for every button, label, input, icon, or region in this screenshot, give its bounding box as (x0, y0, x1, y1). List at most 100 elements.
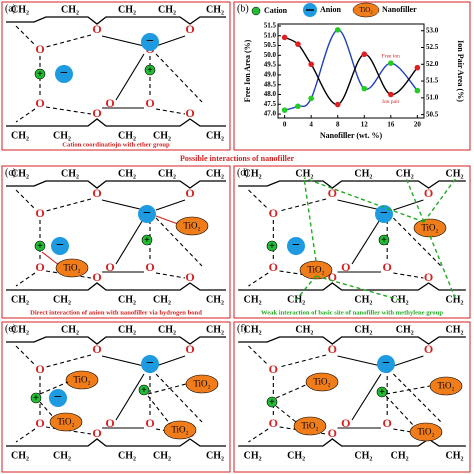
bond (115, 53, 145, 101)
polymer-chain (238, 438, 466, 447)
oxygen: O (185, 22, 194, 36)
bond (15, 108, 36, 123)
y-tick-label: 48.0 (264, 90, 277, 98)
polymer-chain (238, 336, 466, 345)
bond (275, 383, 309, 399)
x-tick-label: 20 (414, 121, 422, 129)
methylene: CH₂ (206, 294, 224, 305)
bond (279, 198, 327, 212)
y2-tick-label: 52.5 (426, 43, 439, 51)
cation-sign: + (381, 235, 387, 246)
x-tick-label: 4 (309, 121, 313, 129)
chart-panel: (b) Cation Anion TiO₂ Nanofiller 47.0 47.5 48.0… (233, 1, 471, 151)
series-label: Free ion (382, 53, 400, 59)
methylene: CH₂ (53, 450, 71, 461)
panel-label: (f) (237, 323, 247, 334)
methylene: CH₂ (445, 168, 463, 179)
oxygen: O (185, 270, 194, 284)
oxygen: O (92, 342, 101, 356)
panel: CH₂CH₂CH₂CH₂CH₂CH₂CH₂CH₂CH₂CH₂OOOOOOOOO(… (233, 165, 471, 319)
nanofiller-label: TiO₂ (313, 377, 330, 387)
cation (138, 384, 150, 396)
data-point (281, 34, 288, 41)
cation (144, 64, 156, 76)
oxygen: O (269, 362, 278, 376)
methylene: CH₂ (11, 450, 29, 461)
oxygen: O (269, 260, 278, 274)
methylene: CH₂ (11, 4, 29, 15)
nanofiller (65, 370, 99, 390)
nanofiller-label: TiO₂ (63, 263, 80, 273)
oxygen: O (35, 416, 44, 430)
anion (55, 65, 73, 83)
bond (248, 272, 269, 287)
panel-label: (e) (5, 323, 16, 334)
methylene: CH₂ (354, 324, 372, 335)
methylene: CH₂ (445, 324, 463, 335)
oxygen: O (328, 342, 337, 356)
cation-sign: + (37, 241, 43, 252)
nanofiller-label: TiO₂ (183, 221, 200, 231)
nanofiller-label: TiO₂ (301, 421, 318, 431)
cation-sign: + (269, 241, 275, 252)
methylene: CH₂ (11, 324, 29, 335)
oxygen: O (185, 106, 194, 120)
bond (101, 199, 145, 211)
cation (141, 234, 153, 246)
cation-sign: + (379, 387, 385, 398)
anion-sign: − (54, 390, 62, 405)
methylene: CH₂ (295, 168, 313, 179)
polymer-chain (6, 180, 226, 189)
methylene: CH₂ (244, 294, 262, 305)
cation (34, 68, 46, 80)
bond (393, 428, 424, 435)
anion-sign: − (292, 238, 300, 253)
anion-sign: − (380, 206, 388, 221)
polymer-chain (6, 336, 226, 345)
anion (141, 355, 159, 373)
y2-axis-label: Ion Pair Area (%) (456, 40, 465, 102)
bond (155, 108, 186, 115)
nanofiller (293, 416, 327, 436)
bond (155, 53, 203, 103)
y-tick-label: 51.5 (264, 22, 277, 30)
bond (45, 34, 92, 48)
nanofiller (163, 420, 197, 440)
bond (337, 355, 382, 367)
methylene: CH₂ (153, 450, 171, 461)
methylene: CH₂ (396, 168, 414, 179)
bond (155, 199, 186, 211)
nanofiller-label: TiO₂ (307, 265, 324, 275)
data-point (361, 85, 368, 92)
oxygen: O (92, 270, 101, 284)
legend-label: Nanofiller (382, 5, 417, 14)
anion (141, 33, 159, 51)
bond (393, 199, 424, 211)
methylene: CH₂ (158, 324, 176, 335)
methylene: CH₂ (11, 294, 29, 305)
bond (15, 272, 36, 287)
oxygen: O (328, 426, 337, 440)
methylene: CH₂ (206, 450, 224, 461)
cation (266, 240, 278, 252)
y2-tick-label: 53.0 (426, 26, 439, 34)
cation-sign: + (147, 65, 153, 76)
cation (266, 396, 278, 408)
y2-tick-label: 52.0 (426, 60, 439, 68)
bond (315, 275, 401, 301)
oxygen: O (35, 96, 44, 110)
oxygen: O (328, 186, 337, 200)
methylene: CH₂ (244, 324, 262, 335)
nanofiller-label: TiO₂ (437, 381, 454, 391)
methylene: CH₂ (11, 130, 29, 141)
oxygen: O (424, 186, 433, 200)
cation (378, 234, 390, 246)
methylene: CH₂ (295, 324, 313, 335)
oxygen: O (35, 362, 44, 376)
legend-label: Cation (264, 6, 288, 15)
series-line (284, 36, 418, 106)
methylene: CH₂ (354, 294, 372, 305)
bond (155, 272, 186, 279)
data-point (414, 87, 421, 94)
oxygen: O (145, 260, 154, 274)
